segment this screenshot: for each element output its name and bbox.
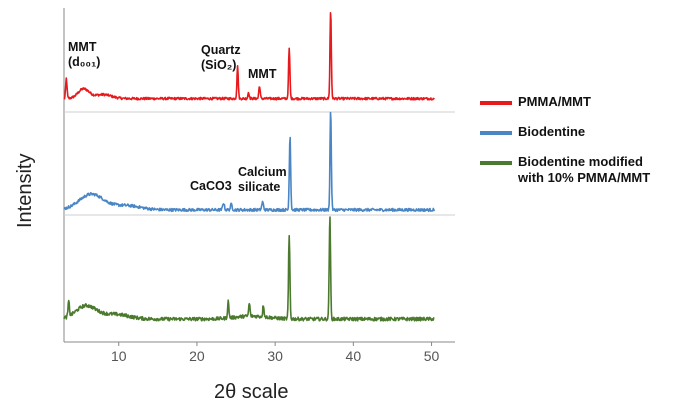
series-line-0 — [63, 12, 435, 101]
x-tick-label-30: 30 — [267, 348, 283, 364]
legend-item-pmma-mmt: PMMA/MMT — [480, 94, 685, 110]
x-tick-label-20: 20 — [189, 348, 205, 364]
x-tick-label-10: 10 — [111, 348, 127, 364]
peak-annotation-4: Calcium silicate — [238, 165, 287, 194]
legend: PMMA/MMT Biodentine Biodentine modified … — [480, 94, 685, 200]
legend-label-biodentine-modified-line2: with 10% PMMA/MMT — [518, 170, 651, 185]
legend-swatch-biodentine-modified — [480, 161, 512, 165]
peak-annotation-0: MMT (d₀₀₁) — [68, 40, 100, 69]
legend-item-biodentine-modified: Biodentine modified with 10% PMMA/MMT — [480, 154, 685, 186]
series-line-2 — [63, 216, 435, 322]
legend-swatch-biodentine — [480, 131, 512, 135]
legend-swatch-pmma-mmt — [480, 101, 512, 105]
legend-label-biodentine-modified: Biodentine modified — [518, 154, 643, 169]
peak-annotation-2: MMT — [248, 67, 277, 81]
y-axis-label: Intensity — [6, 150, 46, 228]
legend-label-biodentine: Biodentine — [518, 124, 586, 139]
x-tick-label-40: 40 — [346, 348, 362, 364]
series-line-1 — [63, 111, 435, 213]
legend-label-pmma-mmt: PMMA/MMT — [518, 94, 591, 109]
x-tick-label-50: 50 — [424, 348, 440, 364]
legend-item-biodentine: Biodentine — [480, 124, 685, 140]
y-axis-label-text: Intensity — [14, 153, 36, 228]
peak-annotation-3: CaCO3 — [190, 179, 232, 193]
x-axis-label: 2θ scale — [214, 381, 289, 403]
peak-annotation-1: Quartz (SiO₂) — [201, 43, 241, 72]
